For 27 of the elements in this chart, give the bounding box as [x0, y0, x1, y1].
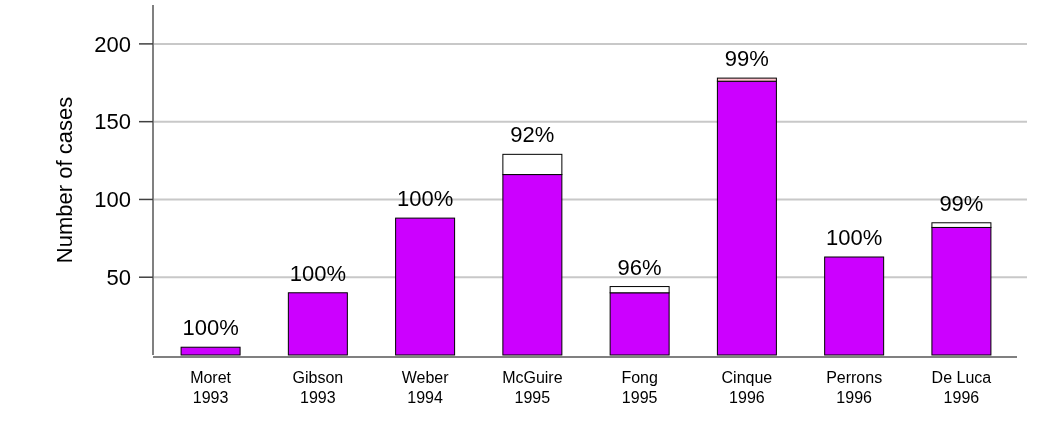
annotation: 100%	[182, 315, 239, 341]
x-tick-label: McGuire 1995	[502, 369, 563, 406]
x-tick-label: De Luca 1996	[931, 369, 992, 406]
bar	[824, 256, 885, 356]
annotation: 100%	[826, 225, 883, 250]
annotation: 99%	[724, 46, 769, 72]
x-tick-label: Cinque 1996	[721, 369, 773, 406]
y-tick-label: 150	[94, 109, 131, 135]
annotation: 100%	[289, 260, 346, 286]
bar	[931, 226, 992, 356]
bar	[180, 346, 241, 356]
y-tick-label: 200	[94, 31, 131, 57]
x-tick-label: Perrons 1996	[826, 369, 883, 406]
x-tick-label: Moret 1993	[190, 369, 232, 406]
y-tick-label: 100	[94, 187, 131, 213]
annotation: 100%	[396, 186, 454, 212]
annotation: 96%	[617, 254, 662, 280]
x-tick-label: Gibson 1993	[292, 369, 344, 406]
annotation: 92%	[510, 122, 555, 148]
bar	[287, 292, 348, 356]
y-tick-label: 50	[106, 264, 131, 290]
y-axis-title: Number of cases	[52, 96, 77, 264]
x-tick-label: Fong 1995	[621, 369, 658, 406]
annotation: 99%	[939, 190, 984, 216]
bar	[395, 217, 456, 356]
x-tick-label: Weber 1994	[401, 369, 450, 406]
bar	[716, 80, 777, 356]
